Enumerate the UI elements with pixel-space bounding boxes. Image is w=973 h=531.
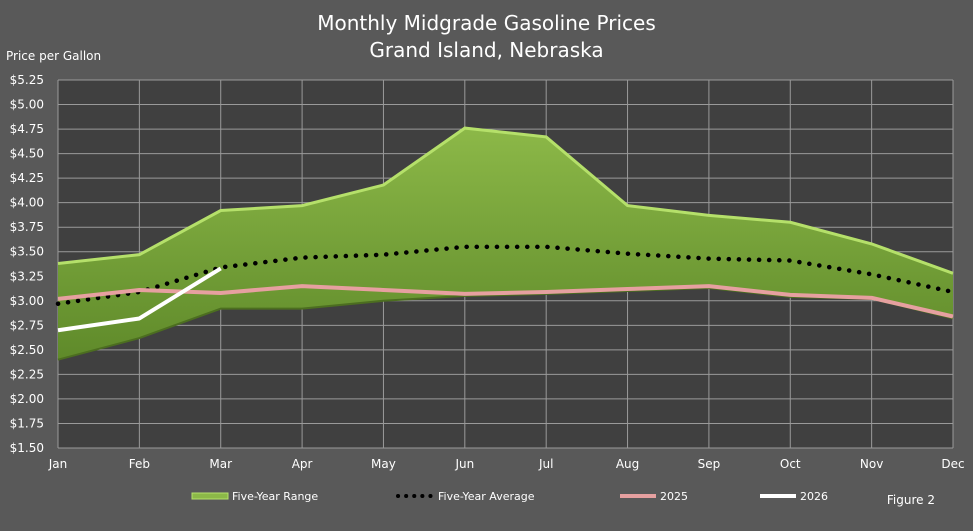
x-tick-label: May bbox=[371, 457, 396, 471]
x-tick-label: Dec bbox=[941, 457, 964, 471]
legend-label-five-year-range: Five-Year Range bbox=[232, 490, 318, 503]
y-tick-label: $2.25 bbox=[10, 367, 44, 381]
y-tick-label: $1.50 bbox=[10, 441, 44, 455]
y-tick-label: $5.00 bbox=[10, 98, 44, 112]
y-tick-label: $4.50 bbox=[10, 147, 44, 161]
x-tick-label: Jul bbox=[538, 457, 553, 471]
y-tick-label: $2.75 bbox=[10, 318, 44, 332]
legend-label-2025: 2025 bbox=[660, 490, 688, 503]
y-tick-label: $4.75 bbox=[10, 122, 44, 136]
five-year-range-high-edge bbox=[57, 126, 954, 275]
x-tick-label: Feb bbox=[129, 457, 150, 471]
chart-subtitle: Grand Island, Nebraska bbox=[369, 38, 604, 62]
series-line-2025 bbox=[57, 284, 954, 319]
y-tick-label: $3.25 bbox=[10, 269, 44, 283]
x-tick-label: Aug bbox=[616, 457, 639, 471]
chart-title: Monthly Midgrade Gasoline Prices Grand I… bbox=[0, 10, 973, 64]
x-tick-label: Apr bbox=[292, 457, 313, 471]
y-tick-label: $3.75 bbox=[10, 220, 44, 234]
chart-title-line: Monthly Midgrade Gasoline Prices bbox=[317, 11, 656, 35]
y-tick-label: $2.50 bbox=[10, 343, 44, 357]
series-line-2026 bbox=[57, 266, 222, 333]
series-line-five-year-average bbox=[55, 244, 956, 306]
five-year-range-area bbox=[58, 128, 953, 360]
y-tick-label: $3.50 bbox=[10, 245, 44, 259]
y-tick-label: $2.00 bbox=[10, 392, 44, 406]
y-axis-label: Price per Gallon bbox=[6, 49, 102, 63]
figure-label: Figure 2 bbox=[886, 493, 935, 507]
legend-label-2026: 2026 bbox=[800, 490, 828, 503]
y-tick-label: $3.00 bbox=[10, 294, 44, 308]
x-tick-label: Nov bbox=[860, 457, 883, 471]
y-tick-label: $4.00 bbox=[10, 196, 44, 210]
y-tick-label: $4.25 bbox=[10, 171, 44, 185]
y-tick-label: $1.75 bbox=[10, 416, 44, 430]
x-tick-label: Jan bbox=[48, 457, 68, 471]
x-tick-label: Sep bbox=[698, 457, 721, 471]
legend-swatch-five-year-range bbox=[191, 492, 229, 500]
x-tick-label: Mar bbox=[209, 457, 232, 471]
x-tick-label: Jun bbox=[454, 457, 474, 471]
y-tick-label: $5.25 bbox=[10, 73, 44, 87]
legend-label-five-year-average: Five-Year Average bbox=[438, 490, 535, 503]
x-tick-label: Oct bbox=[780, 457, 801, 471]
